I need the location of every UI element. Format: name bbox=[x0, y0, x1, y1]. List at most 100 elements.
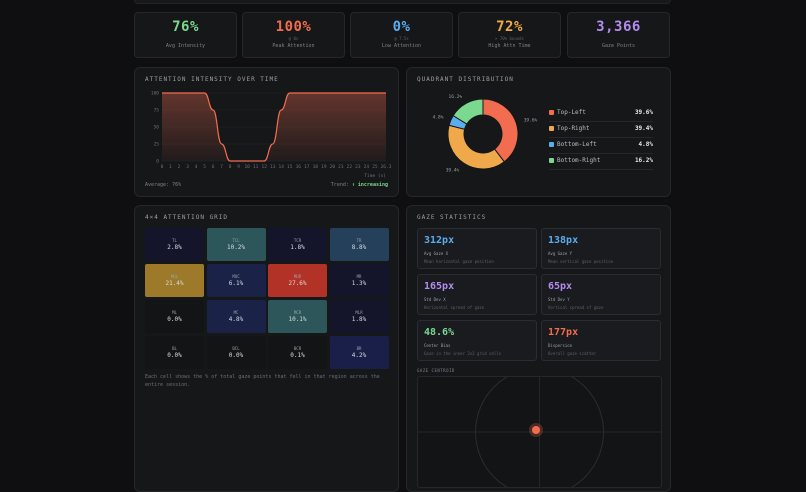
x-tick-label: 9 bbox=[237, 164, 240, 170]
legend-value: 39.4% bbox=[634, 125, 653, 132]
legend-value: 39.6% bbox=[634, 109, 653, 116]
legend-name: Top-Right bbox=[557, 125, 590, 132]
grid-cell-value: 0.0% bbox=[228, 352, 244, 359]
stat-sub bbox=[135, 36, 236, 41]
legend-swatch bbox=[549, 110, 554, 115]
grid-cell-label: BCL bbox=[232, 346, 240, 351]
x-tick-label: 17 bbox=[304, 164, 310, 170]
grid-cell-label: TCR bbox=[293, 238, 302, 243]
gaze-desc: Gaze in the inner 2x2 grid cells bbox=[424, 351, 502, 356]
attention-average: Average: 76% bbox=[145, 182, 182, 188]
grid-cell: TCR 1.8% bbox=[268, 228, 327, 261]
gaze-label: Std Dev X bbox=[424, 297, 446, 302]
grid-cell-value: 1.8% bbox=[351, 316, 367, 323]
x-tick-label: 13 bbox=[270, 164, 276, 170]
x-tick-label: 19 bbox=[321, 164, 327, 170]
grid-cell-value: 0.0% bbox=[167, 352, 182, 359]
stat-label: High Attn Time bbox=[488, 43, 531, 49]
top-strip bbox=[134, 0, 671, 4]
donut-label: 39.6% bbox=[524, 118, 538, 124]
gaze-label: Center Bias bbox=[424, 343, 451, 348]
gaze-value: 65px bbox=[548, 281, 573, 292]
attention-line bbox=[162, 92, 386, 162]
x-tick-label: 11 bbox=[253, 164, 259, 170]
grid-cell: MR 1.3% bbox=[329, 264, 389, 297]
stat-sub: @ 0s bbox=[288, 36, 299, 41]
grid-cell-value: 4.8% bbox=[228, 316, 244, 323]
attention-panel: ATTENTION INTENSITY OVER TIME 0 25 50 75 100… bbox=[134, 67, 399, 197]
grid-cell: TL 2.8% bbox=[145, 228, 204, 261]
gaze-card: 65px Std Dev Y Vertical spread of gaze bbox=[541, 274, 661, 315]
grid-cell-label: MUC bbox=[232, 274, 240, 279]
grid-cell: MUL 21.4% bbox=[145, 264, 204, 297]
grid-cell: MUC 6.1% bbox=[206, 264, 266, 297]
grid-cell-value: 0.1% bbox=[290, 352, 305, 359]
stat-sub bbox=[568, 36, 669, 41]
centroid-ring bbox=[475, 377, 604, 487]
trend-value: ↑ increasing bbox=[351, 182, 388, 188]
grid-cell: MCR 10.1% bbox=[268, 300, 327, 333]
x-tick-label: 3 bbox=[186, 164, 189, 170]
grid-cell-label: MUL bbox=[170, 274, 179, 279]
legend-swatch bbox=[549, 158, 554, 163]
legend-swatch bbox=[549, 126, 554, 131]
grid-cell-label: MLR bbox=[355, 310, 363, 315]
x-tick-label: 2 bbox=[178, 164, 181, 170]
stat-label: Gaze Points bbox=[601, 43, 636, 49]
trend-label: Trend: bbox=[330, 182, 349, 188]
quadrant-legend: Top-Left 39.6% Top-Right 39.4% Bottom-Left 4.… bbox=[549, 106, 653, 170]
donut-label: 39.4% bbox=[446, 167, 460, 173]
y-tick-label: 0 bbox=[156, 159, 159, 165]
gaze-value: 312px bbox=[424, 235, 455, 246]
grid-cell-label: MC bbox=[233, 310, 239, 315]
x-tick-label: 25 bbox=[372, 164, 378, 170]
grid-cell-value: 2.8% bbox=[167, 244, 182, 251]
centroid-plot bbox=[417, 376, 662, 488]
x-tick-label: 4 bbox=[195, 164, 198, 170]
stat-value: 72% bbox=[496, 19, 523, 35]
grid-cell-value: 21.4% bbox=[165, 280, 184, 287]
grid-cell-value: 27.6% bbox=[288, 280, 307, 287]
gaze-label: Dispersion bbox=[548, 343, 573, 348]
legend-value: 4.8% bbox=[638, 141, 653, 148]
gaze-desc: Mean horizontal gaze position bbox=[424, 259, 494, 264]
grid-cell-value: 10.2% bbox=[226, 244, 246, 251]
legend-name: Bottom-Right bbox=[557, 157, 601, 164]
gaze-label: Std Dev Y bbox=[548, 297, 570, 302]
y-tick-label: 50 bbox=[154, 125, 160, 131]
x-tick-label: 26.3 bbox=[381, 164, 392, 170]
stat-value: 76% bbox=[172, 19, 199, 35]
grid-cell-label: BL bbox=[172, 346, 177, 351]
grid-cell-label: ML bbox=[172, 310, 177, 315]
x-tick-label: 16 bbox=[296, 164, 302, 170]
gaze-desc: Mean vertical gaze position bbox=[548, 259, 614, 264]
gaze-card: 48.6% Center Bias Gaze in the inner 2x2 gr… bbox=[417, 320, 537, 361]
attention-trend: Trend: ↑ increasing bbox=[331, 182, 388, 188]
x-tick-label: 20 bbox=[330, 164, 336, 170]
grid-panel: 4×4 ATTENTION GRID TL 2.8% TCL 10.2% TCR 1.8%… bbox=[134, 205, 399, 492]
grid-cell-value: 0.0% bbox=[167, 316, 182, 323]
y-tick-label: 25 bbox=[154, 142, 160, 148]
donut-label: 16.2% bbox=[449, 94, 463, 100]
grid-title: 4×4 ATTENTION GRID bbox=[145, 214, 229, 221]
legend-swatch bbox=[549, 142, 554, 147]
x-tick-label: 21 bbox=[338, 164, 344, 170]
gaze-value: 138px bbox=[548, 235, 579, 246]
x-tick-label: 22 bbox=[347, 164, 353, 170]
gaze-label: Avg Gaze Y bbox=[548, 251, 573, 256]
gaze-label: Avg Gaze X bbox=[424, 251, 449, 256]
stat-label: Avg Intensity bbox=[165, 43, 206, 49]
x-tick-label: 8 bbox=[229, 164, 232, 170]
donut-label: 4.8% bbox=[433, 115, 444, 121]
x-tick-label: 14 bbox=[279, 164, 285, 170]
donut-slice bbox=[452, 98, 484, 125]
x-tick-label: 23 bbox=[355, 164, 361, 170]
centroid-dot bbox=[532, 426, 540, 434]
x-tick-label: 24 bbox=[364, 164, 370, 170]
gaze-title: GAZE STATISTICS bbox=[417, 214, 487, 221]
gaze-value: 48.6% bbox=[424, 327, 455, 338]
gaze-card: 312px Avg Gaze X Mean horizontal gaze posi… bbox=[417, 228, 537, 269]
grid-cell: BCL 0.0% bbox=[206, 336, 266, 369]
stat-label: Peak Attention bbox=[272, 43, 315, 49]
